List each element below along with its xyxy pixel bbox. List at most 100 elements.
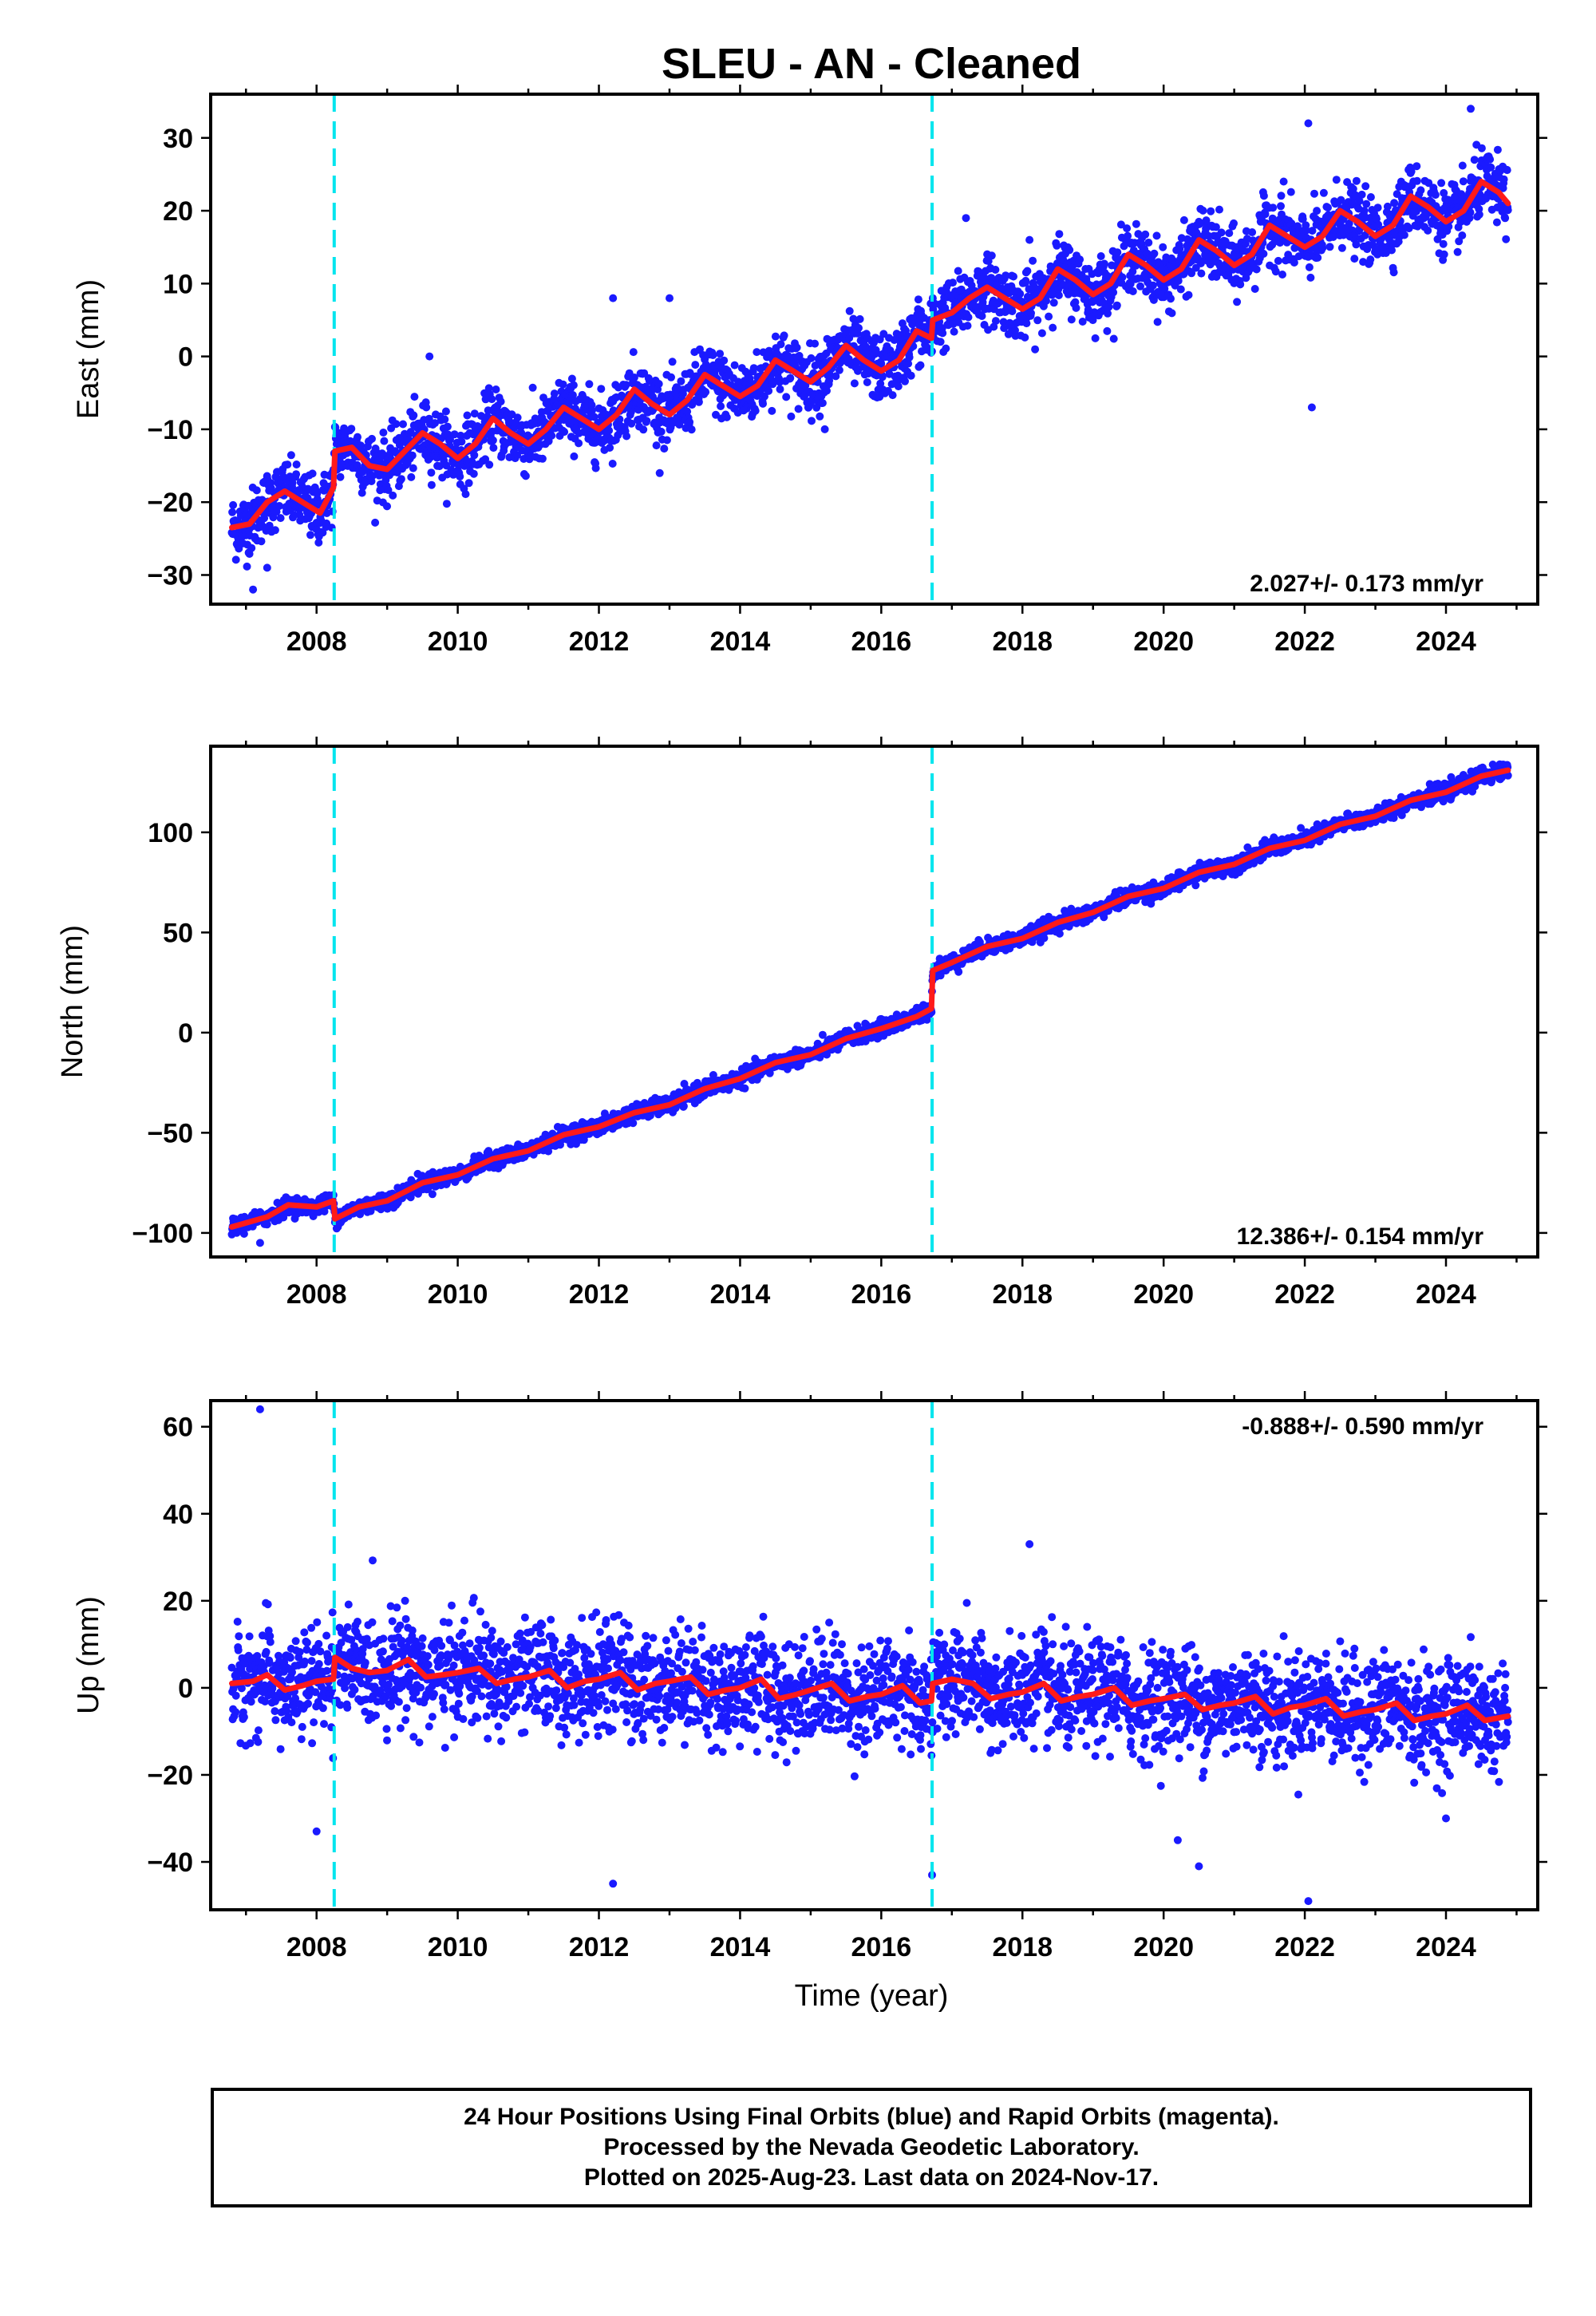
data-point: [1274, 256, 1282, 265]
data-point: [1390, 199, 1399, 207]
data-point: [1350, 255, 1359, 263]
data-point: [667, 373, 675, 381]
data-point: [425, 352, 434, 361]
data-point: [818, 1030, 827, 1039]
data-point: [1501, 214, 1510, 223]
data-point: [999, 318, 1008, 326]
data-point: [823, 386, 831, 395]
data-point: [1167, 294, 1175, 303]
data-point: [768, 406, 776, 415]
data-point: [442, 500, 451, 508]
data-point: [371, 518, 380, 527]
data-point: [1310, 189, 1318, 198]
data-point: [1217, 228, 1226, 237]
data-point: [859, 362, 867, 371]
data-point: [336, 472, 345, 481]
data-point: [825, 376, 834, 385]
data-point: [1458, 231, 1467, 239]
data-point: [1021, 276, 1030, 285]
data-point: [1104, 309, 1112, 318]
data-point: [1332, 176, 1341, 184]
data-point: [470, 451, 479, 460]
data-point: [1123, 224, 1132, 233]
data-point: [1431, 191, 1440, 200]
data-point: [1486, 155, 1495, 164]
data-point: [1016, 290, 1025, 298]
data-point: [759, 399, 767, 408]
y-tick-label: 30: [163, 124, 193, 154]
data-point: [720, 356, 729, 365]
data-point: [431, 419, 439, 428]
data-point: [441, 407, 450, 416]
data-point: [901, 377, 909, 385]
data-point: [347, 425, 356, 433]
data-point: [1169, 256, 1177, 265]
data-point: [306, 531, 314, 539]
data-point: [701, 388, 710, 397]
data-point: [597, 385, 606, 393]
data-point: [470, 409, 479, 418]
data-point: [722, 413, 731, 421]
data-point: [257, 537, 266, 546]
data-point: [1159, 243, 1167, 251]
data-point: [1031, 345, 1040, 354]
data-point: [1456, 218, 1465, 227]
data-point: [1049, 298, 1058, 307]
data-point: [368, 434, 376, 443]
data-point: [914, 295, 922, 304]
data-point: [622, 432, 631, 441]
data-point: [1314, 253, 1322, 262]
plot-area: [227, 94, 1512, 604]
data-point: [1072, 303, 1080, 312]
data-point: [1337, 196, 1345, 204]
data-point: [1440, 250, 1448, 259]
data-point: [1389, 268, 1398, 277]
data-point: [877, 359, 886, 368]
data-point: [1318, 243, 1327, 252]
data-point: [464, 479, 473, 488]
data-point: [1136, 282, 1144, 290]
data-point: [1091, 334, 1100, 342]
data-point: [812, 403, 821, 412]
data-point: [588, 406, 596, 415]
data-point: [384, 486, 393, 494]
data-point: [1383, 202, 1392, 211]
data-point: [395, 441, 404, 449]
data-point: [379, 429, 388, 437]
data-point: [962, 214, 970, 223]
data-point: [991, 317, 1000, 326]
data-point: [389, 491, 397, 500]
data-point: [916, 361, 925, 370]
data-point: [358, 488, 366, 497]
data-point: [485, 460, 494, 469]
data-point: [1412, 176, 1421, 185]
data-point: [550, 389, 559, 398]
data-point: [991, 266, 1000, 274]
data-point: [521, 472, 530, 480]
data-point: [1199, 206, 1207, 215]
data-point: [1000, 324, 1009, 333]
data-point: [639, 425, 648, 434]
data-point: [1467, 105, 1475, 113]
east-panel: 2008 2010 2012 2014 2016 2018 2020 2022 2024−30−…: [72, 85, 1547, 657]
data-point: [1225, 229, 1234, 238]
data-point: [850, 379, 859, 388]
data-point: [1466, 208, 1475, 217]
data-point: [1261, 210, 1270, 219]
data-point: [609, 294, 618, 302]
data-point: [730, 361, 739, 370]
data-point: [717, 402, 725, 410]
data-point: [1362, 200, 1371, 208]
rate-text: 2.027+/- 0.173 mm/yr: [1250, 571, 1483, 597]
data-point: [776, 340, 785, 349]
data-point: [292, 470, 301, 479]
data-point: [675, 421, 684, 429]
x-tick-label: 2008: [286, 626, 347, 657]
data-point: [741, 1084, 749, 1093]
data-point: [950, 327, 958, 336]
data-point: [428, 1190, 437, 1199]
data-point: [666, 294, 674, 302]
data-point: [513, 413, 522, 422]
data-point: [1470, 156, 1479, 164]
data-point: [878, 373, 887, 381]
